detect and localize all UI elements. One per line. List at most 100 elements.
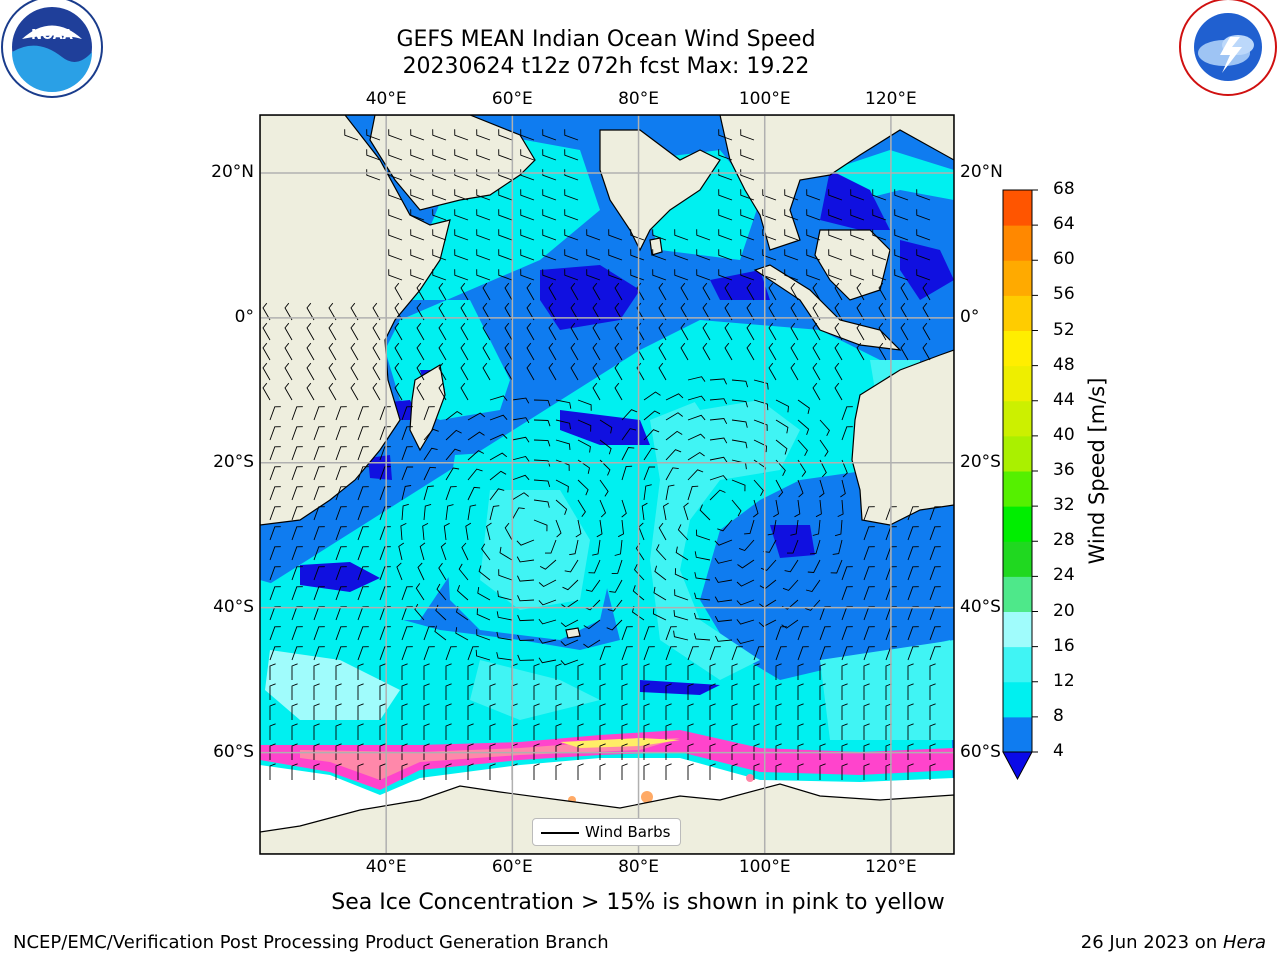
wind-barb xyxy=(504,282,513,301)
lat-tick-label-left: 0° xyxy=(234,306,254,327)
wind-barb xyxy=(438,382,447,401)
wind-barb xyxy=(775,479,784,498)
wind-barb xyxy=(830,559,843,574)
wind-barb xyxy=(548,362,557,381)
wind-barb xyxy=(907,763,914,780)
wind-barb xyxy=(768,342,777,361)
wind-barb xyxy=(555,723,562,740)
wind-barb xyxy=(633,564,645,581)
wind-barb xyxy=(775,626,787,641)
colorbar-segment xyxy=(1003,330,1032,367)
wind-barb xyxy=(520,169,535,181)
wind-barb xyxy=(608,249,623,261)
wind-barb xyxy=(762,249,777,261)
wind-barb xyxy=(555,479,569,493)
wind-barb xyxy=(665,683,672,700)
wind-barb xyxy=(696,269,711,281)
wind-barb xyxy=(498,129,513,141)
wind-barb xyxy=(560,639,579,647)
wind-barb xyxy=(476,269,491,281)
wind-barb xyxy=(907,526,919,541)
wind-barb xyxy=(812,302,821,321)
wind-barb xyxy=(517,654,535,661)
wind-barb xyxy=(900,302,909,321)
wind-barb xyxy=(834,322,843,341)
wind-barb xyxy=(819,743,826,760)
wind-barb xyxy=(819,459,827,478)
wind-speed-patch xyxy=(640,680,720,695)
wind-barb xyxy=(467,763,474,780)
wind-barb xyxy=(398,542,405,561)
wind-barb xyxy=(740,249,755,261)
wind-barb xyxy=(533,683,540,700)
wind-barb xyxy=(599,723,606,740)
wind-barb xyxy=(416,342,425,361)
wind-barb xyxy=(929,683,936,700)
wind-barb xyxy=(262,342,271,361)
wind-barb xyxy=(489,488,505,501)
wind-barb xyxy=(655,544,667,561)
wind-barb xyxy=(916,269,931,281)
wind-barb xyxy=(586,249,601,261)
wind-barb xyxy=(872,269,887,281)
wind-barb xyxy=(577,419,592,432)
wind-barb xyxy=(335,683,342,700)
wind-barb xyxy=(753,663,760,680)
wind-barb xyxy=(489,414,508,421)
wind-barb xyxy=(850,269,865,281)
wind-barb xyxy=(476,629,491,641)
wind-barb xyxy=(856,302,865,321)
wind-barb xyxy=(643,743,650,760)
wind-barb xyxy=(731,743,738,760)
wind-barb xyxy=(694,592,711,601)
wind-barb xyxy=(533,399,551,407)
lat-tick-label-right: 20°N xyxy=(960,161,1003,182)
wind-barb xyxy=(542,209,557,221)
wind-barb xyxy=(674,249,689,261)
wind-barb xyxy=(929,763,936,780)
wind-barb xyxy=(636,302,645,321)
wind-barb xyxy=(621,626,633,641)
wind-barb xyxy=(834,382,843,401)
wind-barb xyxy=(562,579,579,591)
landmass xyxy=(649,237,663,256)
wind-barb xyxy=(709,743,716,760)
wind-barb xyxy=(699,504,711,521)
wind-barb xyxy=(834,519,843,537)
wind-barb xyxy=(538,638,557,644)
wind-barb xyxy=(863,626,875,641)
wind-barb xyxy=(467,703,474,720)
wind-barb xyxy=(665,626,677,641)
wind-barb xyxy=(885,683,892,700)
wind-barb xyxy=(900,342,909,361)
wind-barb xyxy=(445,763,452,780)
wind-barb xyxy=(460,342,469,361)
wind-barb xyxy=(665,703,672,720)
wind-barb xyxy=(775,683,782,700)
wind-barb xyxy=(379,723,386,740)
wind-barb xyxy=(714,615,733,622)
colorbar-extend-arrow xyxy=(1002,751,1033,781)
wind-barb xyxy=(804,599,821,611)
wind-barb xyxy=(269,486,281,501)
wind-barb xyxy=(313,566,325,581)
wind-barb xyxy=(731,663,738,680)
wind-barb xyxy=(454,269,469,281)
wind-barb xyxy=(907,626,919,641)
wind-barb xyxy=(841,566,853,581)
wind-barb xyxy=(885,663,892,680)
wind-barb xyxy=(477,587,491,601)
wind-barb xyxy=(592,362,601,381)
wind-barb xyxy=(482,362,491,381)
lon-tick-label-bottom: 80°E xyxy=(618,857,659,877)
wind-barb xyxy=(335,723,342,740)
wind-barb xyxy=(291,743,298,760)
wind-barb xyxy=(379,526,391,541)
wind-barb xyxy=(922,322,931,341)
wind-barb xyxy=(907,703,914,720)
wind-barb xyxy=(775,763,782,780)
wind-barb xyxy=(489,763,496,780)
wind-barb xyxy=(269,683,276,700)
wind-barb xyxy=(269,526,281,541)
